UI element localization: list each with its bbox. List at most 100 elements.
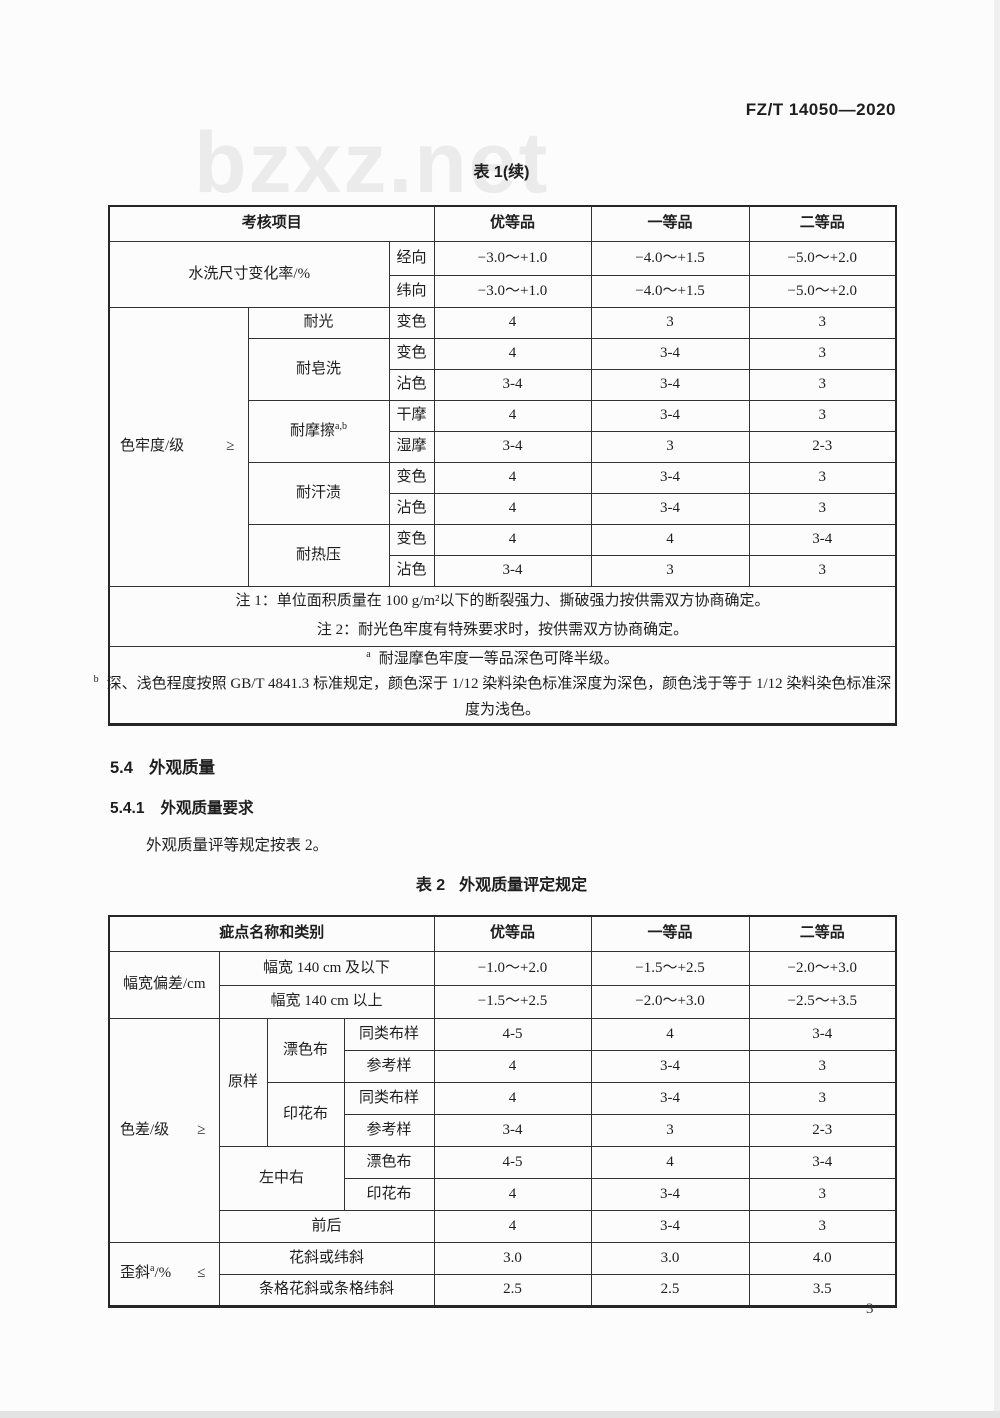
table1-row: 耐汗渍 变色 4 3-4 3 [109, 461, 897, 525]
footnote-b-mark: b [93, 674, 99, 685]
t2-width1-name: 幅宽 140 cm 以上 [218, 984, 435, 1019]
t1-light-s: 3 [748, 306, 897, 339]
t2-width1-p: −1.5～+2.5 [433, 984, 592, 1019]
t2-lmr0-p: 4-5 [433, 1145, 592, 1179]
t2-pr1-p: 3-4 [433, 1113, 592, 1147]
t2-lmr1-p: 4 [433, 1177, 592, 1211]
t2-lmr-name: 左中右 [218, 1145, 345, 1211]
skew-footnote-mark: a [150, 1263, 155, 1275]
t1-rub1-f: 3 [590, 430, 750, 463]
t2-bl1-sub: 参考样 [343, 1049, 435, 1083]
table2-row: 歪斜a/% ≤ 花斜或纬斜 3.0 3.0 4.0 [108, 1241, 897, 1307]
t2-lmr1-s: 3 [748, 1177, 897, 1211]
t1-light-name: 耐光 [247, 306, 390, 339]
t1-press1-p: 3-4 [433, 554, 592, 587]
t2-width1-f: −2.0～+3.0 [590, 984, 750, 1019]
t2-width0-s: −2.0～+3.0 [748, 950, 897, 986]
scan-edge-right [994, 0, 1000, 1418]
t2-col-premium: 优等品 [433, 915, 592, 952]
t1-wash-warp: 经向 [388, 240, 435, 276]
subsection-number: 5.4.1 [110, 800, 145, 817]
t1-press0-s: 3-4 [748, 523, 897, 556]
standard-code: FZ/T 14050—2020 [745, 100, 896, 119]
table1-row: 纬向 −3.0～+1.0 −4.0～+1.5 −5.0～+2.0 [109, 274, 897, 308]
table2-row: 幅宽 140 cm 以上 −1.5～+2.5 −2.0～+3.0 −2.5～+3… [109, 984, 897, 1019]
table1-row: 沾色 3-4 3-4 3 [109, 368, 897, 401]
t1-col-premium: 优等品 [433, 205, 592, 242]
t1-sweat1-p: 4 [433, 492, 592, 525]
t1-sweat1-f: 3-4 [590, 492, 750, 525]
table1-row: 湿摩 3-4 3 2-3 [109, 430, 897, 463]
lte-symbol: ≤ [197, 1265, 206, 1282]
table1-footnotes-row: a 耐湿摩色牢度一等品深色可降半级。 b 深、浅色程度按照 GB/T 4841.3 … [94, 645, 897, 725]
t2-bl1-s: 3 [748, 1049, 897, 1083]
rub-footnote-mark: a,b [335, 420, 347, 432]
t2-width0-p: −1.0～+2.0 [433, 950, 592, 986]
t2-colordiff-label: 色差/级 ≥ [108, 1017, 220, 1243]
t1-col-first: 一等品 [590, 205, 750, 242]
fastness-label-text: 色牢度/级 [120, 438, 185, 455]
footnote-b: b 深、浅色程度按照 GB/T 4841.3 标准规定，颜色深于 1/12 染料染… [94, 672, 895, 723]
t1-sweat1-s: 3 [748, 492, 897, 525]
t2-lmr0-f: 4 [590, 1145, 750, 1179]
t1-sweat0-f: 3-4 [590, 461, 750, 494]
t1-footnotes: a 耐湿摩色牢度一等品深色可降半级。 b 深、浅色程度按照 GB/T 4841.3 … [94, 645, 897, 725]
t1-rub0-f: 3-4 [590, 399, 750, 432]
table2-header-row: 疵点名称和类别 优等品 一等品 二等品 [108, 915, 897, 952]
t2-skew0-name: 花斜或纬斜 [218, 1241, 435, 1275]
table2-row: 印花布 4 3-4 3 [109, 1177, 897, 1211]
t1-press0-sub: 变色 [388, 523, 435, 556]
t2-fb-s: 3 [748, 1209, 897, 1243]
t1-soap1-f: 3-4 [590, 368, 750, 401]
t1-sweat0-s: 3 [748, 461, 897, 494]
table1-row: 耐热压 变色 4 4 3-4 [109, 523, 897, 587]
skew-label-text: 歪斜a/% [120, 1263, 172, 1282]
t2-bl0-sub: 同类布样 [343, 1017, 435, 1051]
t1-press-name: 耐热压 [247, 523, 390, 587]
t2-bl0-p: 4-5 [433, 1017, 592, 1051]
t2-skew1-f: 2.5 [590, 1273, 750, 1307]
t1-soap-name: 耐皂洗 [247, 337, 390, 401]
footnote-a: a 耐湿摩色牢度一等品深色可降半级。 [110, 647, 895, 673]
t1-light-f: 3 [590, 306, 750, 339]
t2-fb-f: 3-4 [590, 1209, 750, 1243]
gte-symbol: ≥ [197, 1121, 206, 1138]
t1-sweat0-sub: 变色 [388, 461, 435, 494]
t2-printed-name: 印花布 [266, 1081, 345, 1147]
t1-soap1-sub: 沾色 [388, 368, 435, 401]
t1-light-p: 4 [433, 306, 592, 339]
t1-soap0-f: 3-4 [590, 337, 750, 370]
note-1: 注 1：单位面积质量在 100 g/m²以下的断裂强力、撕破强力按供需双方协商确… [235, 593, 770, 609]
t2-skew1-p: 2.5 [433, 1273, 592, 1307]
t1-soap0-s: 3 [748, 337, 897, 370]
t2-col-second: 二等品 [748, 915, 897, 952]
t2-fb-name: 前后 [218, 1209, 435, 1243]
section-title: 外观质量 [148, 759, 215, 777]
t1-sweat1-sub: 沾色 [388, 492, 435, 525]
t1-wash-warp-f: −4.0～+1.5 [590, 240, 750, 276]
t1-rub0-sub: 干摩 [388, 399, 435, 432]
t1-sweat0-p: 4 [433, 461, 592, 494]
t2-lmr0-sub: 漂色布 [343, 1145, 435, 1179]
table2-row: 色差/级 ≥ 原样 漂色布 同类布样 4-5 4 3-4 [108, 1017, 897, 1243]
footnote-a-mark: a [366, 648, 371, 660]
t1-col-item: 考核项目 [108, 205, 435, 242]
t1-wash-warp-s: −5.0～+2.0 [748, 240, 897, 276]
footnote-b-text: 深、浅色程度按照 GB/T 4841.3 标准规定，颜色深于 1/12 染料染色… [106, 676, 892, 718]
t1-press0-f: 4 [590, 523, 750, 556]
t1-wash-label: 水洗尺寸变化率/% [108, 240, 390, 308]
t2-pr1-s: 2-3 [748, 1113, 897, 1147]
table1-title: 表 1(续) [473, 164, 530, 181]
table2-row: 条格花斜或条格纬斜 2.5 2.5 3.5 [109, 1273, 897, 1307]
t1-press1-s: 3 [748, 554, 897, 587]
table1-notes-row: 注 1：单位面积质量在 100 g/m²以下的断裂强力、撕破强力按供需双方协商确… [108, 585, 897, 647]
t2-width1-s: −2.5～+3.5 [748, 984, 897, 1019]
table2-title-name: 外观质量评定规定 [459, 877, 588, 894]
t1-press1-sub: 沾色 [388, 554, 435, 587]
t1-soap0-p: 4 [433, 337, 592, 370]
table2-title-num: 表 2 [415, 877, 446, 894]
gte-symbol: ≥ [226, 438, 235, 455]
t2-skew1-name: 条格花斜或条格纬斜 [218, 1273, 435, 1307]
t2-skew-label: 歪斜a/% ≤ [108, 1241, 220, 1307]
